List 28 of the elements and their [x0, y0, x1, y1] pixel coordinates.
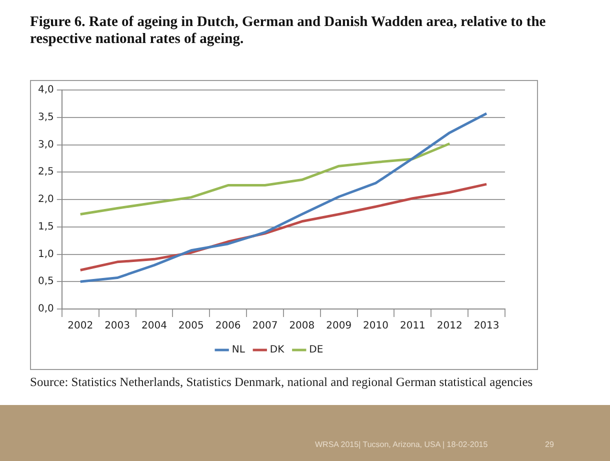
y-tick-label: 4,0 — [38, 84, 54, 96]
x-tick-label: 2004 — [141, 320, 167, 332]
x-tick-label: 2010 — [363, 320, 388, 332]
x-tick-label: 2008 — [289, 320, 315, 332]
x-tick-label: 2005 — [178, 320, 204, 332]
x-tick-label: 2011 — [400, 320, 426, 332]
x-tick-label: 2003 — [104, 320, 130, 332]
chart-title: Figure 6. Rate of ageing in Dutch, German and Danish Wadden area, relative to the respective national rates of ageing. — [30, 14, 547, 48]
source-note: Source: Statistics Netherlands, Statistics Denmark, national and regional German statistical agencies — [30, 375, 534, 390]
y-tick-label: 2,5 — [38, 166, 54, 178]
y-tick-label: 0,5 — [38, 276, 54, 288]
x-tick-label: 2009 — [326, 320, 352, 332]
y-tick-label: 1,5 — [38, 221, 54, 232]
y-tick-label: 1,0 — [38, 248, 54, 260]
x-tick-label: 2002 — [68, 320, 94, 332]
y-tick-label: 3,0 — [38, 139, 54, 150]
x-tick-label: 2012 — [436, 320, 462, 332]
x-tick-label: 2013 — [474, 320, 500, 332]
x-tick-label: 2007 — [252, 320, 278, 332]
legend-label: DK — [270, 344, 285, 356]
x-tick-label: 2006 — [215, 320, 241, 332]
text: WRSA 2015| Tucson, Arizona, USA | 18-02-2015 — [315, 440, 488, 449]
text: 29 — [545, 440, 554, 449]
legend-label: NL — [232, 344, 246, 356]
y-tick-label: 0,0 — [38, 304, 54, 315]
y-tick-label: 3,5 — [38, 112, 54, 123]
y-tick-label: 2,0 — [38, 194, 54, 206]
legend-label: DE — [309, 344, 324, 356]
